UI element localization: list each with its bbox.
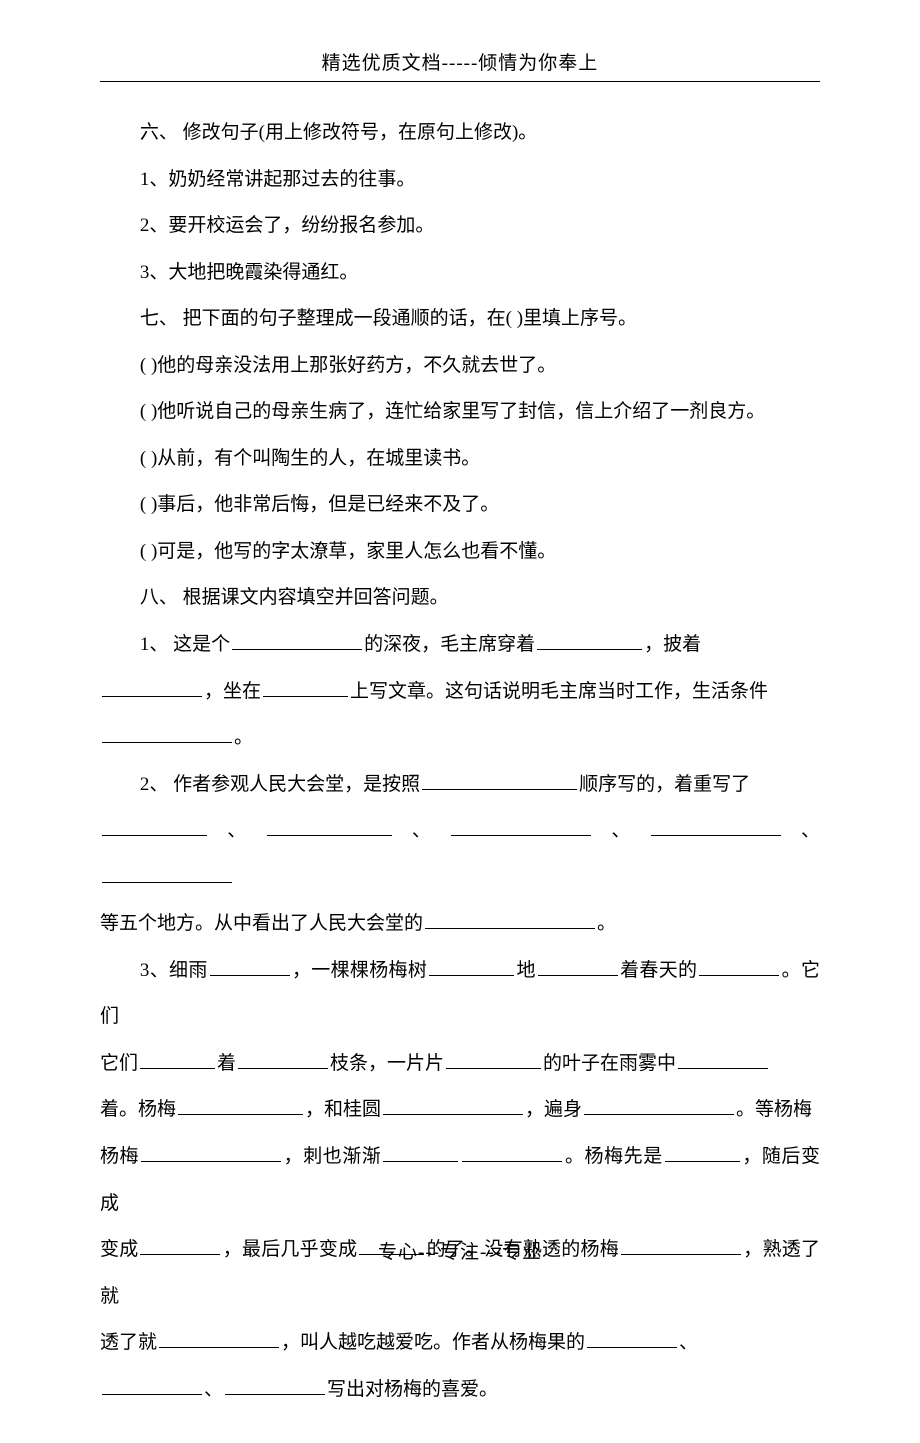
section-8-q3-l4: 杨梅，刺也渐渐。杨梅先是，随后变成 bbox=[100, 1134, 820, 1227]
q3-text-f: 着 bbox=[217, 1053, 236, 1074]
q3-text-r2: 透了就 bbox=[100, 1332, 157, 1353]
blank-fill[interactable] bbox=[141, 1143, 281, 1162]
q2-text-c: 、 bbox=[209, 820, 265, 841]
blank-fill[interactable] bbox=[383, 1096, 523, 1115]
q3-text-l2: 杨梅 bbox=[100, 1146, 139, 1167]
q2-text-b: 顺序写的，着重写了 bbox=[579, 774, 750, 795]
q3-text-i: 着。杨梅 bbox=[100, 1099, 176, 1120]
q2-text-h: 。 bbox=[597, 913, 616, 934]
q1-text-b: 的深夜，毛主席穿着 bbox=[364, 634, 535, 655]
section-8-q1-cont: ，坐在 上写文章。这句话说明毛主席当时工作，生活条件 bbox=[100, 669, 820, 716]
blank-fill[interactable] bbox=[102, 864, 232, 883]
document-content: 六、 修改句子(用上修改符号，在原句上修改)。 1、奶奶经常讲起那过去的往事。 … bbox=[100, 110, 820, 1413]
blank-fill[interactable] bbox=[178, 1096, 303, 1115]
section-8-q3: 3、细雨，一棵棵杨梅树地着春天的。它们 bbox=[100, 948, 820, 1041]
blank-fill[interactable] bbox=[102, 817, 207, 836]
q3-text-u: 、 bbox=[204, 1379, 223, 1400]
blank-fill[interactable] bbox=[425, 910, 595, 929]
section-8-q1: 1、 这是个 的深夜，毛主席穿着 ，披着 bbox=[100, 622, 820, 669]
q3-text-c: 地 bbox=[516, 960, 536, 981]
section-6-q1: 1、奶奶经常讲起那过去的往事。 bbox=[100, 157, 820, 204]
q3-text-g: 枝条，一片片 bbox=[330, 1053, 444, 1074]
section-7-l5: ( )可是，他写的字太潦草，家里人怎么也看不懂。 bbox=[100, 529, 820, 576]
document-page: 精选优质文档-----倾情为你奉上 六、 修改句子(用上修改符号，在原句上修改)… bbox=[0, 0, 920, 1443]
section-8-q1-end: 。 bbox=[100, 715, 820, 762]
q1-text-e: 上写文章。这句话说明毛主席当时工作，生活条件 bbox=[350, 681, 768, 702]
q2-text-a: 2、 作者参观人民大会堂，是按照 bbox=[140, 774, 420, 795]
blank-fill[interactable] bbox=[210, 957, 290, 976]
q3-text-v: 写出对杨梅的喜爱。 bbox=[327, 1379, 498, 1400]
blank-fill[interactable] bbox=[665, 1143, 740, 1162]
blank-fill[interactable] bbox=[451, 817, 591, 836]
section-6-title: 六、 修改句子(用上修改符号，在原句上修改)。 bbox=[100, 110, 820, 157]
blank-fill[interactable] bbox=[102, 724, 232, 743]
q3-text-t: 、 bbox=[679, 1332, 698, 1353]
section-8-q2-cont: 、 、 、 、 bbox=[100, 808, 820, 901]
blank-fill[interactable] bbox=[422, 771, 577, 790]
q3-text-b: ，一棵棵杨梅树 bbox=[292, 960, 428, 981]
section-7-title: 七、 把下面的句子整理成一段通顺的话，在( )里填上序号。 bbox=[100, 296, 820, 343]
blank-fill[interactable] bbox=[238, 1050, 328, 1069]
q3-text-a: 3、细雨 bbox=[140, 960, 208, 981]
blank-fill[interactable] bbox=[267, 817, 392, 836]
blank-fill[interactable] bbox=[102, 678, 202, 697]
blank-fill[interactable] bbox=[446, 1050, 541, 1069]
page-footer: 专心---专注---专业 bbox=[0, 1237, 920, 1264]
q3-text-n: 。杨梅先是 bbox=[564, 1146, 662, 1167]
q3-text-k: ，遍身 bbox=[525, 1099, 582, 1120]
q1-text-f: 。 bbox=[234, 727, 253, 748]
q2-text-f: 、 bbox=[783, 820, 820, 841]
section-8-q3-l6: 透了就 ，叫人越吃越爱吃。作者从杨梅果的 、 bbox=[100, 1320, 820, 1367]
section-8-q3-l7: 、 写出对杨梅的喜爱。 bbox=[100, 1367, 820, 1414]
q3-text-m: ，刺也渐渐 bbox=[283, 1146, 381, 1167]
blank-fill[interactable] bbox=[232, 631, 362, 650]
q1-text-d: ，坐在 bbox=[204, 681, 261, 702]
blank-fill[interactable] bbox=[383, 1143, 458, 1162]
section-7-l3: ( )从前，有个叫陶生的人，在城里读书。 bbox=[100, 436, 820, 483]
section-8-title: 八、 根据课文内容填空并回答问题。 bbox=[100, 575, 820, 622]
q3-text-d: 着春天的 bbox=[620, 960, 698, 981]
blank-fill[interactable] bbox=[140, 1050, 215, 1069]
q3-text-l: 。等杨梅 bbox=[736, 1099, 812, 1120]
section-8-q2-end: 等五个地方。从中看出了人民大会堂的 。 bbox=[100, 901, 820, 948]
blank-fill[interactable] bbox=[678, 1050, 768, 1069]
blank-fill[interactable] bbox=[102, 1376, 202, 1395]
blank-fill[interactable] bbox=[537, 631, 642, 650]
section-6-q3: 3、大地把晚霞染得通红。 bbox=[100, 250, 820, 297]
q3-text-e2: 它们 bbox=[100, 1053, 138, 1074]
blank-fill[interactable] bbox=[225, 1376, 325, 1395]
q3-text-s: ，叫人越吃越爱吃。作者从杨梅果的 bbox=[281, 1332, 585, 1353]
section-7-l1: ( )他的母亲没法用上那张好药方，不久就去世了。 bbox=[100, 343, 820, 390]
q2-text-g: 等五个地方。从中看出了人民大会堂的 bbox=[100, 913, 423, 934]
section-7-l2: ( )他听说自己的母亲生病了，连忙给家里写了封信，信上介绍了一剂良方。 bbox=[100, 389, 820, 436]
section-8-q3-l2: 它们 着 枝条，一片片 的叶子在雨雾中 bbox=[100, 1041, 820, 1088]
blank-fill[interactable] bbox=[263, 678, 348, 697]
q3-text-h: 的叶子在雨雾中 bbox=[543, 1053, 676, 1074]
blank-fill[interactable] bbox=[462, 1143, 562, 1162]
blank-fill[interactable] bbox=[651, 817, 781, 836]
blank-fill[interactable] bbox=[429, 957, 514, 976]
blank-fill[interactable] bbox=[538, 957, 618, 976]
section-7-l4: ( )事后，他非常后悔，但是已经来不及了。 bbox=[100, 482, 820, 529]
blank-fill[interactable] bbox=[159, 1329, 279, 1348]
section-8-q3-l3: 着。杨梅 ，和桂圆 ，遍身 。等杨梅 bbox=[100, 1087, 820, 1134]
blank-fill[interactable] bbox=[587, 1329, 677, 1348]
q2-text-d: 、 bbox=[394, 820, 450, 841]
q1-text-c: ，披着 bbox=[644, 634, 701, 655]
page-header: 精选优质文档-----倾情为你奉上 bbox=[100, 48, 820, 82]
q3-text-j: ，和桂圆 bbox=[305, 1099, 381, 1120]
section-6-q2: 2、要开校运会了，纷纷报名参加。 bbox=[100, 203, 820, 250]
section-8-q2: 2、 作者参观人民大会堂，是按照 顺序写的，着重写了 bbox=[100, 762, 820, 809]
q1-text-a: 1、 这是个 bbox=[140, 634, 230, 655]
blank-fill[interactable] bbox=[584, 1096, 734, 1115]
blank-fill[interactable] bbox=[699, 957, 779, 976]
q2-text-e: 、 bbox=[593, 820, 649, 841]
